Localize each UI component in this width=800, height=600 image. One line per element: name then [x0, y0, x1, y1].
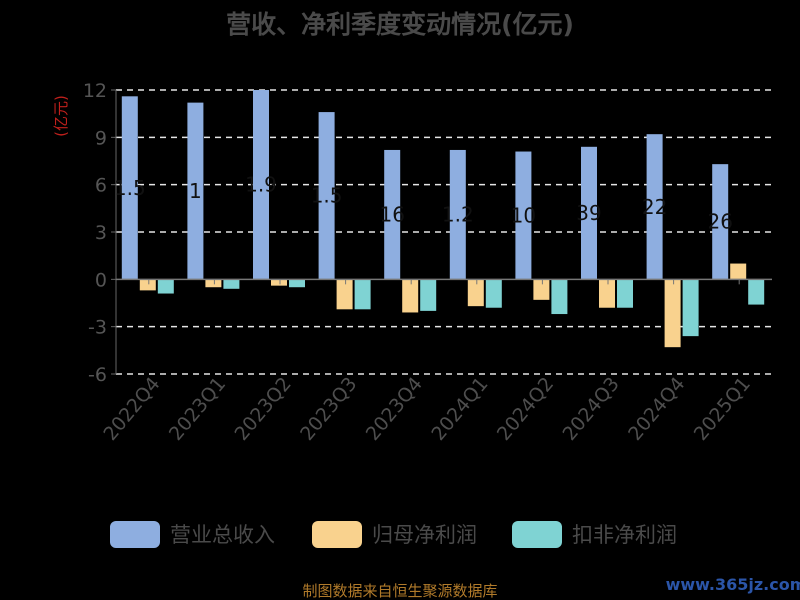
bar-0-2024Q3: [581, 146, 597, 280]
bar-1-2023Q3: [336, 279, 353, 310]
legend-item-2[interactable]: 扣非净利润: [512, 521, 677, 548]
bar-0-2023Q2: [253, 90, 269, 280]
bar-0-2024Q2: [515, 151, 532, 280]
chart-title: 营收、净利季度变动情况(亿元): [226, 10, 574, 39]
bar-1-2024Q3: [599, 279, 615, 308]
bar-2-2022Q4: [157, 279, 174, 294]
watermark-text: www.365jz.com: [666, 575, 800, 594]
bar-2-2023Q2: [289, 279, 305, 288]
legend-label: 扣非净利润: [572, 523, 677, 547]
bar-2-2023Q4: [420, 279, 437, 311]
legend-swatch: [312, 521, 362, 548]
bar-series: 1.5 1 1.9 1.5 16 1.2 10 39 22 26: [114, 90, 765, 348]
bar-1-2022Q4: [139, 279, 156, 291]
bar-2-2024Q4: [682, 279, 699, 337]
bar-2-2024Q3: [617, 279, 633, 308]
data-label: 1.9: [245, 173, 277, 197]
x-tick-label: 2025Q1: [690, 373, 755, 445]
data-label: 39: [576, 201, 601, 225]
x-tick-label: 2024Q2: [493, 373, 558, 445]
bar-1-2023Q2: [271, 279, 287, 286]
bar-1-2023Q4: [402, 279, 419, 313]
bar-2-2024Q2: [551, 279, 568, 315]
data-label: 1: [189, 179, 202, 203]
bar-2-2025Q1: [748, 279, 765, 305]
x-tick-label: 2024Q3: [559, 373, 624, 445]
bar-1-2025Q1: [730, 263, 747, 280]
bar-0-2024Q4: [646, 134, 663, 280]
x-tick-label: 2023Q1: [165, 373, 230, 445]
x-tick-label: 2023Q4: [362, 373, 427, 445]
legend-item-1[interactable]: 归母净利润: [312, 521, 477, 548]
bar-1-2024Q1: [467, 279, 484, 307]
x-tick-label: 2024Q4: [624, 373, 689, 445]
bar-0-2023Q4: [384, 149, 401, 280]
legend-swatch: [110, 521, 160, 548]
bar-2-2023Q1: [223, 279, 240, 289]
bar-0-2025Q1: [712, 164, 729, 280]
y-tick-label: 12: [83, 80, 107, 102]
bar-1-2024Q4: [664, 279, 681, 348]
x-tick-label: 2023Q3: [296, 373, 361, 445]
legend-item-0[interactable]: 营业总收入: [110, 521, 275, 548]
bar-2-2023Q3: [354, 279, 371, 310]
x-tick-label: 2022Q4: [99, 373, 164, 445]
y-tick-label: 3: [95, 222, 107, 244]
data-label: 1.5: [114, 176, 146, 200]
y-tick-label: 6: [95, 175, 107, 197]
x-tick-label: 2023Q2: [231, 373, 296, 445]
data-label: 16: [379, 203, 404, 227]
legend-swatch: [512, 521, 562, 548]
bar-0-2023Q1: [187, 102, 204, 280]
data-label: 1.2: [442, 203, 474, 227]
y-axis-unit-label: (亿元): [52, 95, 70, 137]
y-tick-label: -6: [88, 364, 107, 386]
source-note: 制图数据来自恒生聚源数据库: [302, 582, 497, 600]
data-label: 26: [707, 210, 732, 234]
bar-2-2024Q1: [485, 279, 502, 308]
legend-label: 归母净利润: [372, 523, 477, 547]
data-label: 22: [642, 195, 667, 219]
legend[interactable]: 营业总收入 归母净利润 扣非净利润: [110, 521, 677, 548]
bar-0-2024Q1: [449, 149, 466, 280]
legend-label: 营业总收入: [170, 523, 275, 547]
y-tick-label: 0: [95, 269, 107, 291]
y-axis-ticks: 12 9 6 3 0 -3 -6: [83, 80, 117, 386]
y-tick-label: -3: [88, 317, 107, 339]
bar-1-2024Q2: [533, 279, 550, 300]
y-tick-label: 9: [95, 127, 107, 149]
bar-0-2023Q3: [318, 112, 335, 280]
bar-1-2023Q1: [205, 279, 222, 288]
bar-0-2022Q4: [121, 96, 138, 280]
x-tick-label: 2024Q1: [427, 373, 492, 445]
data-label: 1.5: [311, 184, 343, 208]
data-label: 10: [511, 203, 536, 227]
